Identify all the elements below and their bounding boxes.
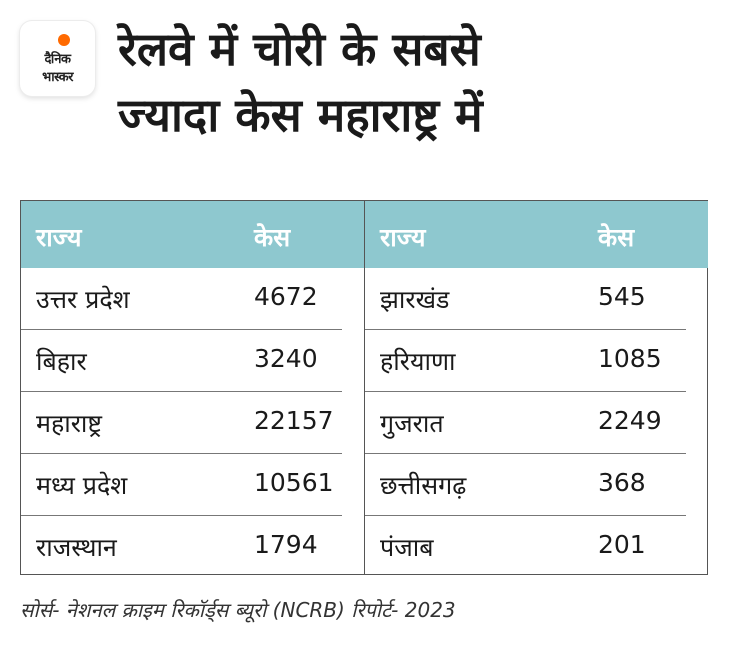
logo-sun-icon — [58, 34, 70, 46]
row-divider — [365, 329, 686, 330]
table-header-left: राज्य केस — [21, 201, 364, 268]
header-cases: केस — [254, 223, 291, 252]
state-name: छत्तीसगढ़ — [380, 471, 467, 500]
case-count: 545 — [598, 282, 646, 311]
state-name: गुजरात — [380, 409, 444, 438]
dainik-bhaskar-logo: दैनिक भास्कर — [20, 21, 95, 96]
table-row: झारखंड 545 — [365, 268, 708, 330]
case-count: 201 — [598, 530, 646, 559]
table-header-right: राज्य केस — [365, 201, 708, 268]
table-row: मध्य प्रदेश 10561 — [21, 454, 364, 516]
headline: रेलवे में चोरी के सबसे ज्यादा केस महाराष… — [118, 16, 718, 148]
row-divider — [21, 329, 342, 330]
table-row: बिहार 3240 — [21, 330, 364, 392]
table-right-half: राज्य केस झारखंड 545 हरियाणा 1085 गुजरात… — [365, 201, 708, 574]
row-divider — [365, 453, 686, 454]
state-name: उत्तर प्रदेश — [36, 285, 130, 314]
row-divider — [21, 391, 342, 392]
logo-text-line1: दैनिक — [44, 52, 71, 67]
state-name: राजस्थान — [36, 533, 117, 562]
case-count: 22157 — [254, 406, 334, 435]
state-name: मध्य प्रदेश — [36, 471, 128, 500]
table-left-half: राज्य केस उत्तर प्रदेश 4672 बिहार 3240 म… — [21, 201, 364, 574]
case-count: 3240 — [254, 344, 318, 373]
column-divider — [364, 201, 365, 574]
table-row: राजस्थान 1794 — [21, 516, 364, 578]
header-cases: केस — [598, 223, 635, 252]
headline-line1: रेलवे में चोरी के सबसे — [118, 22, 481, 76]
table-row: उत्तर प्रदेश 4672 — [21, 268, 364, 330]
table-row: छत्तीसगढ़ 368 — [365, 454, 708, 516]
case-count: 4672 — [254, 282, 318, 311]
case-count: 368 — [598, 468, 646, 497]
row-divider — [21, 515, 342, 516]
row-divider — [21, 453, 342, 454]
state-name: हरियाणा — [380, 347, 456, 376]
case-count: 1794 — [254, 530, 318, 559]
headline-line2: ज्यादा केस महाराष्ट्र में — [118, 88, 483, 142]
state-name: झारखंड — [380, 285, 450, 314]
source-note: सोर्स- नेशनल क्राइम रिकॉर्ड्स ब्यूरो (NC… — [20, 598, 456, 622]
table-row: हरियाणा 1085 — [365, 330, 708, 392]
state-name: महाराष्ट्र — [36, 409, 103, 438]
table-row: गुजरात 2249 — [365, 392, 708, 454]
header-state: राज्य — [36, 223, 82, 252]
row-divider — [365, 391, 686, 392]
case-count: 10561 — [254, 468, 334, 497]
table-row: पंजाब 201 — [365, 516, 708, 578]
row-divider — [365, 515, 686, 516]
cases-table: राज्य केस उत्तर प्रदेश 4672 बिहार 3240 म… — [20, 200, 708, 575]
table-row: महाराष्ट्र 22157 — [21, 392, 364, 454]
header-state: राज्य — [380, 223, 426, 252]
case-count: 1085 — [598, 344, 662, 373]
logo-text-line2: भास्कर — [42, 70, 73, 85]
state-name: पंजाब — [380, 533, 434, 562]
case-count: 2249 — [598, 406, 662, 435]
state-name: बिहार — [36, 347, 87, 376]
